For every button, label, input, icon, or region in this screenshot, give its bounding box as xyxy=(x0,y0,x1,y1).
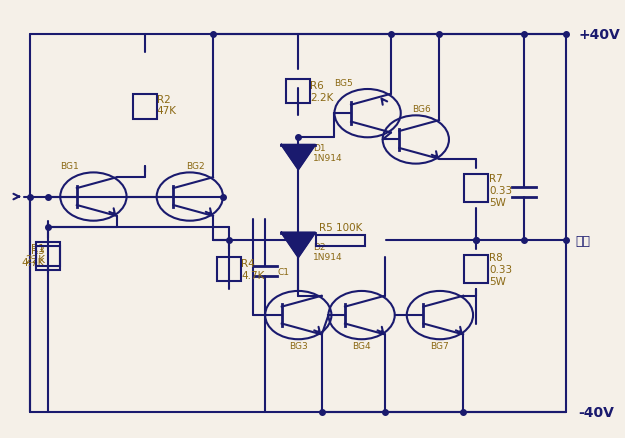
Text: R8
0.33
5W: R8 0.33 5W xyxy=(489,253,512,286)
Bar xyxy=(464,255,488,284)
Text: BG1: BG1 xyxy=(60,162,79,171)
Text: R6
2.2K: R6 2.2K xyxy=(311,81,334,103)
Text: BG3: BG3 xyxy=(289,341,308,350)
Bar xyxy=(132,95,157,119)
Text: +40V: +40V xyxy=(579,28,620,42)
Text: R7
0.33
5W: R7 0.33 5W xyxy=(489,174,512,207)
Text: R3
4.7K: R3 4.7K xyxy=(22,245,45,267)
Text: -40V: -40V xyxy=(579,405,614,419)
Text: R5 100K: R5 100K xyxy=(319,222,362,232)
Bar xyxy=(316,235,364,246)
Bar xyxy=(464,174,488,202)
Text: BG4: BG4 xyxy=(352,341,371,350)
Text: R2
47K: R2 47K xyxy=(157,94,177,116)
Bar xyxy=(217,258,241,282)
Text: R4
4.7K: R4 4.7K xyxy=(241,258,264,280)
Text: D2
1N914: D2 1N914 xyxy=(313,242,343,261)
Text: 输出: 输出 xyxy=(576,234,591,247)
Text: C1: C1 xyxy=(278,267,289,276)
Text: BG5: BG5 xyxy=(334,78,353,88)
Bar xyxy=(36,246,60,270)
Text: D1
1N914: D1 1N914 xyxy=(313,144,343,163)
Bar xyxy=(36,242,60,266)
Text: BG7: BG7 xyxy=(431,341,449,350)
Text: R1
22K: R1 22K xyxy=(25,243,45,265)
Polygon shape xyxy=(281,145,315,170)
Text: BG2: BG2 xyxy=(186,162,205,171)
Text: BG6: BG6 xyxy=(412,105,431,114)
Bar xyxy=(286,80,311,104)
Polygon shape xyxy=(281,233,315,258)
